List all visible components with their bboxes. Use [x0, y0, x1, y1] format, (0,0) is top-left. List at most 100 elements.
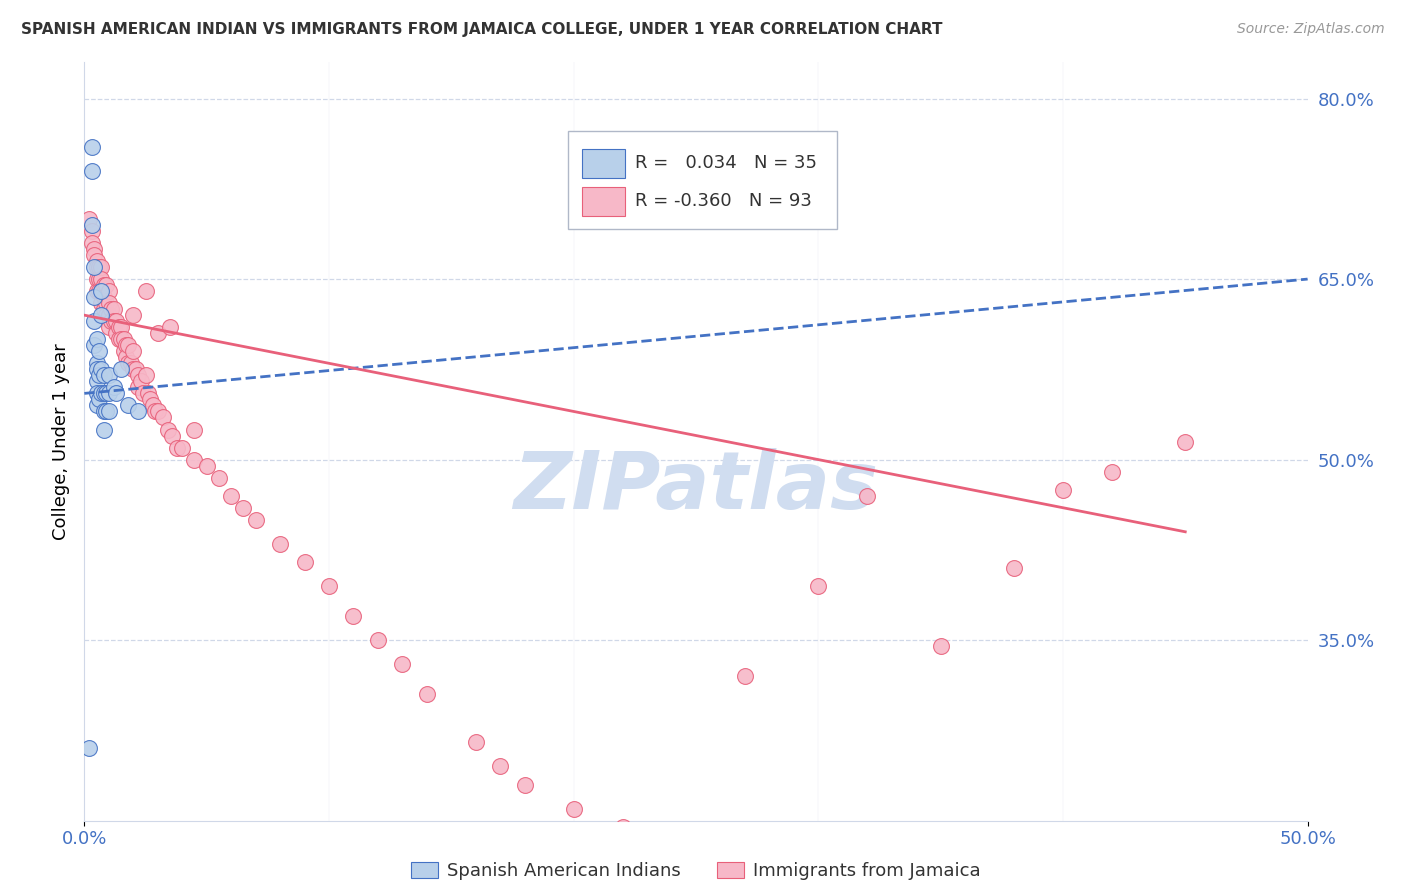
Point — [93, 290, 115, 304]
Point — [96, 278, 118, 293]
Point — [135, 284, 157, 298]
Y-axis label: College, Under 1 year: College, Under 1 year — [52, 343, 70, 540]
Point — [172, 441, 194, 455]
Point — [115, 351, 138, 365]
Point — [122, 308, 145, 322]
FancyBboxPatch shape — [582, 186, 626, 216]
Point — [318, 579, 340, 593]
Point — [391, 657, 413, 672]
Point — [83, 314, 105, 328]
Point — [159, 320, 181, 334]
Point — [83, 242, 105, 256]
Point — [80, 224, 103, 238]
Point — [120, 356, 142, 370]
Point — [86, 362, 108, 376]
Point — [83, 260, 105, 274]
Legend: Spanish American Indians, Immigrants from Jamaica: Spanish American Indians, Immigrants fro… — [404, 855, 988, 888]
Point — [96, 296, 118, 310]
FancyBboxPatch shape — [582, 149, 626, 178]
Point — [183, 423, 205, 437]
Point — [87, 344, 110, 359]
Point — [513, 778, 536, 792]
Point — [93, 278, 115, 293]
Point — [107, 332, 129, 346]
Point — [107, 320, 129, 334]
Point — [232, 500, 254, 515]
Point — [103, 314, 125, 328]
Point — [929, 639, 952, 653]
Point — [115, 338, 138, 352]
Text: R = -0.360   N = 93: R = -0.360 N = 93 — [636, 192, 811, 211]
Point — [110, 332, 132, 346]
Point — [93, 368, 115, 383]
Text: R =   0.034   N = 35: R = 0.034 N = 35 — [636, 154, 817, 172]
Point — [183, 452, 205, 467]
Point — [86, 356, 108, 370]
Text: ZIPatlas: ZIPatlas — [513, 448, 879, 526]
Point — [97, 308, 120, 322]
Point — [294, 555, 316, 569]
Point — [90, 284, 112, 298]
Point — [80, 163, 103, 178]
Point — [142, 399, 165, 413]
Point — [132, 386, 155, 401]
Point — [97, 296, 120, 310]
Point — [87, 392, 110, 407]
Point — [100, 314, 122, 328]
Point — [80, 139, 103, 153]
Point — [807, 579, 830, 593]
Point — [734, 669, 756, 683]
Point — [122, 362, 145, 376]
Point — [86, 284, 108, 298]
Text: SPANISH AMERICAN INDIAN VS IMMIGRANTS FROM JAMAICA COLLEGE, UNDER 1 YEAR CORRELA: SPANISH AMERICAN INDIAN VS IMMIGRANTS FR… — [21, 22, 942, 37]
Point — [110, 320, 132, 334]
Point — [125, 362, 148, 376]
Point — [80, 218, 103, 232]
Point — [117, 399, 139, 413]
Point — [93, 404, 115, 418]
Point — [112, 332, 135, 346]
Point — [1174, 434, 1197, 449]
Point — [416, 687, 439, 701]
Point — [97, 368, 120, 383]
Point — [83, 338, 105, 352]
Point — [90, 296, 112, 310]
Point — [152, 410, 174, 425]
Point — [90, 308, 112, 322]
Point — [86, 332, 108, 346]
Point — [90, 386, 112, 401]
Point — [86, 254, 108, 268]
Point — [166, 441, 188, 455]
Point — [97, 404, 120, 418]
Point — [195, 458, 218, 473]
Point — [96, 404, 118, 418]
Point — [90, 284, 112, 298]
Point — [110, 362, 132, 376]
Point — [97, 284, 120, 298]
Point — [562, 802, 585, 816]
Point — [219, 489, 242, 503]
Point — [112, 344, 135, 359]
Point — [117, 356, 139, 370]
Point — [136, 386, 159, 401]
Point — [1002, 561, 1025, 575]
Point — [146, 404, 169, 418]
Point — [83, 290, 105, 304]
Point — [489, 759, 512, 773]
Point — [1101, 465, 1123, 479]
Point — [143, 404, 166, 418]
Point — [156, 423, 179, 437]
Point — [105, 326, 128, 341]
Point — [127, 404, 149, 418]
Point — [1052, 483, 1074, 497]
Point — [86, 272, 108, 286]
Point — [77, 741, 100, 756]
Point — [87, 260, 110, 274]
Point — [856, 489, 879, 503]
Point — [87, 368, 110, 383]
Point — [93, 302, 115, 317]
Point — [269, 537, 291, 551]
Point — [127, 368, 149, 383]
Point — [122, 344, 145, 359]
Point — [464, 735, 486, 749]
